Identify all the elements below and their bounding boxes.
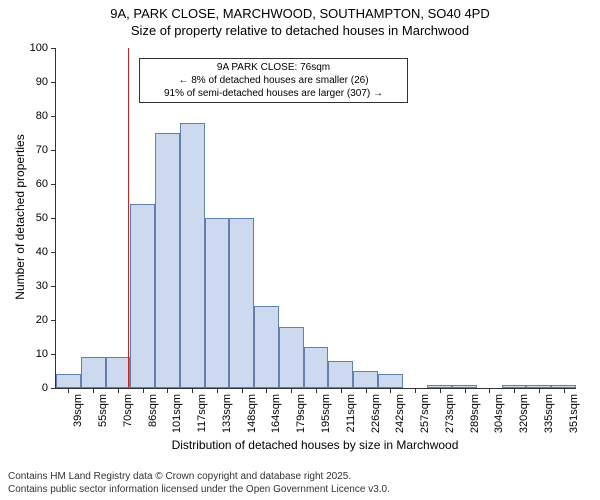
histogram-bar <box>378 374 403 388</box>
xtick-label: 55sqm <box>97 394 109 427</box>
xtick-mark <box>440 388 441 393</box>
ytick-mark <box>51 218 56 219</box>
footer-attribution: Contains HM Land Registry data © Crown c… <box>8 470 390 496</box>
xtick-label: 39sqm <box>72 394 84 427</box>
chart-title: 9A, PARK CLOSE, MARCHWOOD, SOUTHAMPTON, … <box>0 0 600 40</box>
xtick-mark <box>415 388 416 393</box>
xtick-label: 148sqm <box>246 394 258 433</box>
annotation-line: 9A PARK CLOSE: 76sqm <box>146 61 401 74</box>
ytick-label: 100 <box>30 42 48 54</box>
xtick-label: 211sqm <box>345 394 357 432</box>
xtick-mark <box>341 388 342 393</box>
ytick-mark <box>51 116 56 117</box>
ytick-mark <box>51 320 56 321</box>
chart-container: 9A, PARK CLOSE, MARCHWOOD, SOUTHAMPTON, … <box>0 0 600 500</box>
title-line-1: 9A, PARK CLOSE, MARCHWOOD, SOUTHAMPTON, … <box>0 6 600 23</box>
histogram-bar <box>205 218 230 388</box>
ytick-label: 80 <box>36 110 48 122</box>
ytick-label: 90 <box>36 76 48 88</box>
ytick-label: 30 <box>36 280 48 292</box>
xtick-label: 289sqm <box>469 394 481 433</box>
reference-line <box>128 48 129 388</box>
xtick-mark <box>192 388 193 393</box>
xtick-mark <box>291 388 292 393</box>
histogram-bar <box>353 371 378 388</box>
ytick-mark <box>51 388 56 389</box>
xtick-mark <box>564 388 565 393</box>
histogram-bar <box>106 357 131 388</box>
plot-area: 010203040506070809010039sqm55sqm70sqm86s… <box>55 48 576 389</box>
histogram-bar <box>304 347 329 388</box>
histogram-bar <box>254 306 279 388</box>
xtick-label: 133sqm <box>221 394 233 433</box>
ytick-label: 40 <box>36 246 48 258</box>
ytick-mark <box>51 150 56 151</box>
y-axis-label: Number of detached properties <box>13 127 27 307</box>
xtick-label: 273sqm <box>444 394 456 433</box>
histogram-bar <box>56 374 81 388</box>
xtick-label: 242sqm <box>394 394 406 433</box>
ytick-mark <box>51 354 56 355</box>
xtick-mark <box>242 388 243 393</box>
x-axis-label: Distribution of detached houses by size … <box>55 438 575 452</box>
xtick-label: 257sqm <box>419 394 431 433</box>
annotation-line: ← 8% of detached houses are smaller (26) <box>146 74 401 87</box>
xtick-label: 304sqm <box>493 394 505 433</box>
ytick-label: 50 <box>36 212 48 224</box>
histogram-bar <box>279 327 304 388</box>
histogram-bar <box>155 133 180 388</box>
xtick-label: 335sqm <box>543 394 555 433</box>
annotation-line: 91% of semi-detached houses are larger (… <box>146 87 401 100</box>
ytick-label: 60 <box>36 178 48 190</box>
xtick-mark <box>316 388 317 393</box>
annotation-box: 9A PARK CLOSE: 76sqm← 8% of detached hou… <box>139 58 408 103</box>
xtick-label: 351sqm <box>568 394 580 433</box>
footer-line-1: Contains HM Land Registry data © Crown c… <box>8 470 390 483</box>
xtick-mark <box>167 388 168 393</box>
ytick-mark <box>51 252 56 253</box>
xtick-mark <box>539 388 540 393</box>
xtick-mark <box>93 388 94 393</box>
footer-line-2: Contains public sector information licen… <box>8 483 390 496</box>
xtick-label: 86sqm <box>147 394 159 427</box>
histogram-bar <box>328 361 353 388</box>
histogram-bar <box>130 204 155 388</box>
xtick-label: 320sqm <box>518 394 530 433</box>
xtick-label: 70sqm <box>122 394 134 427</box>
xtick-label: 179sqm <box>295 394 307 433</box>
ytick-mark <box>51 48 56 49</box>
ytick-mark <box>51 82 56 83</box>
xtick-mark <box>489 388 490 393</box>
xtick-mark <box>465 388 466 393</box>
ytick-label: 0 <box>42 382 48 394</box>
histogram-bar <box>81 357 106 388</box>
xtick-mark <box>68 388 69 393</box>
xtick-mark <box>366 388 367 393</box>
xtick-label: 164sqm <box>270 394 282 433</box>
ytick-label: 70 <box>36 144 48 156</box>
histogram-bar <box>229 218 254 388</box>
xtick-mark <box>143 388 144 393</box>
xtick-mark <box>514 388 515 393</box>
title-line-2: Size of property relative to detached ho… <box>0 23 600 40</box>
xtick-label: 226sqm <box>370 394 382 433</box>
ytick-label: 20 <box>36 314 48 326</box>
xtick-label: 195sqm <box>320 394 332 433</box>
xtick-mark <box>217 388 218 393</box>
ytick-mark <box>51 286 56 287</box>
xtick-label: 101sqm <box>171 394 183 433</box>
ytick-mark <box>51 184 56 185</box>
xtick-mark <box>390 388 391 393</box>
histogram-bar <box>180 123 205 388</box>
xtick-label: 117sqm <box>196 394 208 432</box>
xtick-mark <box>118 388 119 393</box>
ytick-label: 10 <box>36 348 48 360</box>
xtick-mark <box>266 388 267 393</box>
